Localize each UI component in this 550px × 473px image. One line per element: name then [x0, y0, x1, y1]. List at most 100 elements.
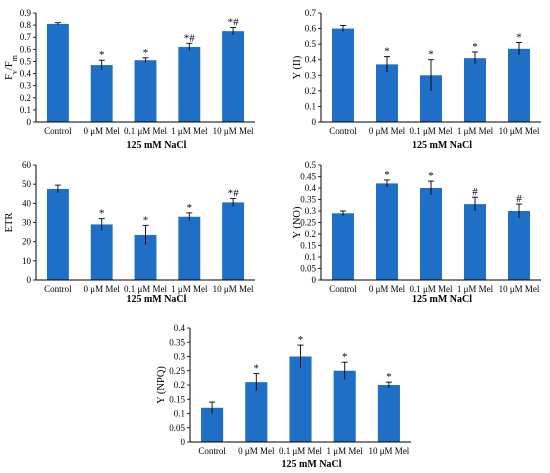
y-tick-label: 0.6 [20, 44, 32, 54]
category-label: 0.1 μM Mel [409, 284, 453, 294]
y-tick-label: 0.35 [300, 195, 316, 205]
y-tick-label: 0.8 [20, 20, 32, 30]
bar [134, 234, 157, 280]
bar [222, 31, 245, 123]
bar [134, 60, 157, 122]
bar [201, 407, 224, 442]
y-tick-label: 20 [22, 237, 32, 247]
bar [464, 204, 486, 280]
y-tick-label: 0.7 [20, 32, 32, 42]
bar [90, 65, 113, 122]
y-axis-label: Y (NO) [292, 206, 303, 238]
significance-marker: * [472, 41, 478, 53]
category-label: 0 μM Mel [369, 126, 406, 136]
significance-marker: * [143, 214, 149, 226]
bar [464, 58, 486, 122]
y-axis-label: Y (II) [292, 55, 303, 79]
category-label: 1 μM Mel [457, 126, 494, 136]
significance-marker: * [254, 363, 260, 375]
significance-marker: *# [184, 32, 196, 44]
chart-panel-1: 0 0.1 0.2 0.3 0.4 0.5 0.6 0.7 0.8 0.9 Control * 0 μM… [4, 8, 255, 151]
y-tick-label: 30 [22, 218, 32, 228]
y-tick-label: 0.35 [169, 337, 185, 347]
bar [332, 213, 354, 280]
category-label: 10 μM Mel [499, 284, 540, 294]
y-axis-label: Y (NPQ) [156, 366, 167, 404]
category-label: Control [329, 126, 357, 136]
bar [289, 356, 312, 442]
treatment-group-label: 125 mM NaCl [412, 140, 472, 151]
y-tick-label: 60 [22, 160, 32, 170]
y-tick-label: 0.45 [300, 172, 316, 182]
significance-marker: * [99, 49, 105, 61]
y-tick-label: 0 [181, 437, 186, 447]
category-label: 10 μM Mel [499, 126, 540, 136]
category-label: 0.1 μM Mel [124, 284, 168, 294]
category-label: 1 μM Mel [171, 126, 208, 136]
significance-marker: *# [228, 17, 240, 29]
y-axis-label: Fv/Fm [4, 54, 19, 80]
y-tick-label: 0 [312, 117, 317, 127]
y-tick-label: 10 [22, 256, 32, 266]
y-tick-label: 0.7 [305, 8, 317, 18]
chart-panel-5: 0 0.05 0.1 0.15 0.2 0.25 0.3 0.35 0.4 Control * 0 μ… [156, 323, 411, 470]
y-tick-label: 0.15 [169, 394, 185, 404]
significance-marker: *# [228, 188, 240, 200]
significance-marker: * [143, 47, 149, 59]
y-tick-label: 0.05 [169, 423, 185, 433]
y-tick-label: 0.1 [174, 409, 185, 419]
category-label: 1 μM Mel [457, 284, 494, 294]
category-label: 0.1 μM Mel [279, 446, 323, 456]
y-tick-label: 0.2 [20, 93, 31, 103]
treatment-group-label: 125 mM NaCl [282, 459, 342, 470]
significance-marker: * [516, 32, 522, 44]
chart-panel-4: 00.05 0.10.15 0.20.25 0.30.35 0.40.45 0.5 Cont… [292, 160, 541, 305]
treatment-group-label: 125 mM NaCl [126, 294, 186, 305]
category-label: 10 μM Mel [368, 446, 409, 456]
significance-marker: # [516, 193, 522, 205]
y-tick-label: 0.3 [305, 206, 317, 216]
significance-marker: * [342, 351, 348, 363]
bar [508, 48, 530, 122]
bar [376, 64, 398, 122]
significance-marker: * [187, 202, 193, 214]
bar [222, 202, 245, 280]
category-label: 10 μM Mel [213, 126, 254, 136]
category-label: 1 μM Mel [171, 284, 208, 294]
category-label: 0.1 μM Mel [124, 126, 168, 136]
category-label: Control [198, 446, 226, 456]
y-tick-label: 0.1 [305, 252, 316, 262]
y-tick-label: 0.4 [174, 323, 186, 333]
bar [420, 75, 442, 122]
bar [420, 188, 442, 280]
y-tick-label: 0.1 [20, 105, 31, 115]
y-tick-label: 0.6 [305, 24, 317, 34]
y-tick-label: 0.15 [300, 241, 316, 251]
category-label: 0 μM Mel [84, 126, 121, 136]
significance-marker: * [384, 169, 390, 181]
category-label: 0 μM Mel [84, 284, 121, 294]
category-label: 1 μM Mel [327, 446, 364, 456]
y-tick-label: 0.5 [305, 39, 317, 49]
bar [508, 211, 530, 280]
bar [90, 224, 113, 280]
treatment-group-label: 125 mM NaCl [412, 294, 472, 305]
bar [178, 216, 201, 280]
y-tick-label: 0.2 [305, 86, 316, 96]
y-tick-label: 0.3 [20, 81, 32, 91]
treatment-group-label: 125 mM NaCl [126, 140, 186, 151]
chart-panel-3: 0 10 20 30 40 50 60 Control * 0 μM Mel * 0.1 μM Mel… [4, 160, 255, 305]
bar [376, 183, 398, 280]
y-tick-label: 0.25 [169, 366, 185, 376]
y-tick-label: 0.1 [305, 101, 316, 111]
y-tick-label: 0.3 [174, 352, 186, 362]
y-tick-label: 0.3 [305, 70, 317, 80]
bar [46, 23, 69, 122]
bar [332, 28, 354, 123]
significance-marker: * [428, 170, 434, 182]
category-label: 10 μM Mel [213, 284, 254, 294]
significance-marker: * [298, 334, 304, 346]
bar [377, 385, 400, 442]
significance-marker: * [428, 49, 434, 61]
